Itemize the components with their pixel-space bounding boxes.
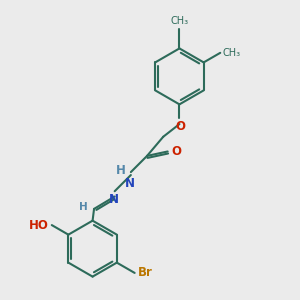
Text: H: H [79, 202, 88, 212]
Text: CH₃: CH₃ [223, 48, 241, 58]
Text: Br: Br [138, 266, 152, 279]
Text: O: O [175, 120, 185, 133]
Text: O: O [171, 145, 181, 158]
Text: HO: HO [29, 219, 49, 232]
Text: H: H [116, 164, 126, 177]
Text: N: N [125, 177, 135, 190]
Text: CH₃: CH₃ [170, 16, 188, 26]
Text: N: N [109, 193, 119, 206]
